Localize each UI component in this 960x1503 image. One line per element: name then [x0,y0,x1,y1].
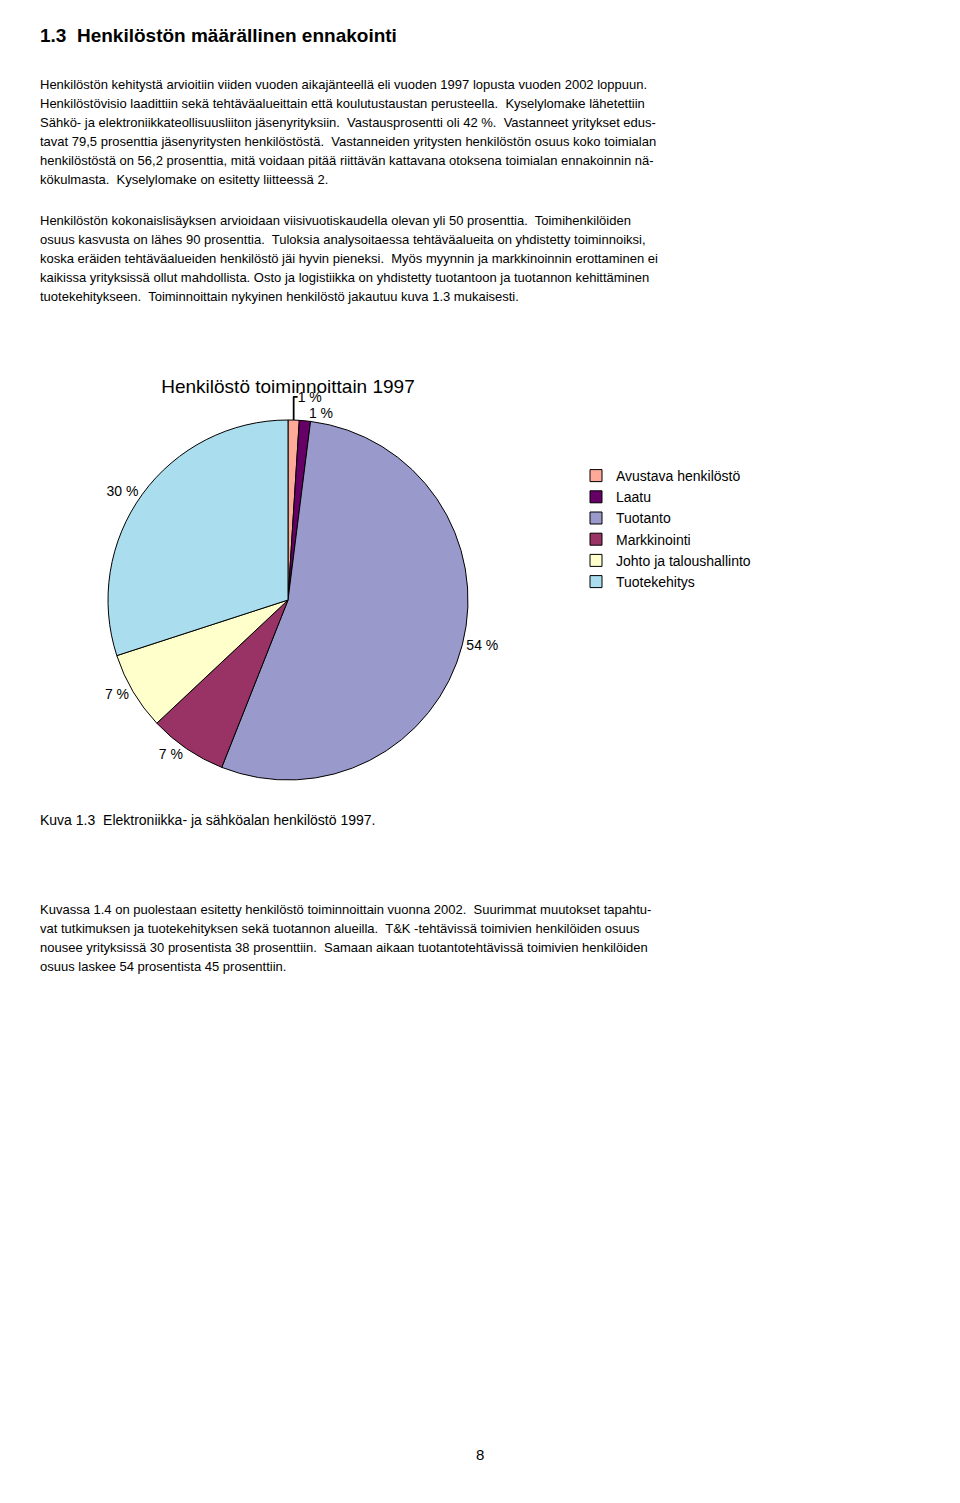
svg-text:Johto ja taloushallinto: Johto ja taloushallinto [616,553,751,569]
svg-text:Henkilöstö toiminnoittain 1997: Henkilöstö toiminnoittain 1997 [161,376,415,397]
svg-text:Avustava henkilöstö: Avustava henkilöstö [616,468,740,484]
svg-text:henkilöstöstä on 56,2 prosentt: henkilöstöstä on 56,2 prosenttia, mitä v… [40,153,654,168]
svg-text:nousee yrityksissä 30 prosenti: nousee yrityksissä 30 prosentista 38 pro… [40,940,648,955]
svg-text:kökulmasta. Kyselylomake on e: kökulmasta. Kyselylomake on esitetty lii… [40,172,328,187]
svg-text:1 %: 1 % [298,389,322,405]
svg-text:Laatu: Laatu [616,489,651,505]
svg-text:7 %: 7 % [105,686,129,702]
svg-text:tuotekehitykseen. Toiminnoitt: tuotekehitykseen. Toiminnoittain nykyine… [40,289,519,304]
svg-text:osuus kasvusta on lähes 90 pro: osuus kasvusta on lähes 90 prosenttia. T… [40,232,646,247]
svg-text:kaikissa yrityksissä ollut mah: kaikissa yrityksissä ollut mahdollista. … [40,270,649,285]
svg-text:Henkilöstön kokonaislisäyksen: Henkilöstön kokonaislisäyksen arvioidaan… [40,213,631,228]
svg-text:tavat 79,5 prosenttia jäsenyri: tavat 79,5 prosenttia jäsenyritysten hen… [40,134,656,149]
svg-text:54 %: 54 % [466,637,498,653]
svg-text:Kuva 1.3 Elektroniikka- ja sä: Kuva 1.3 Elektroniikka- ja sähköalan hen… [40,812,375,828]
svg-text:8: 8 [476,1446,484,1463]
svg-text:Markkinointi: Markkinointi [616,532,691,548]
svg-text:osuus laskee 54 prosentista 45: osuus laskee 54 prosentista 45 prosentti… [40,959,286,974]
svg-text:30 %: 30 % [106,483,138,499]
svg-text:7 %: 7 % [159,746,183,762]
svg-text:Tuotanto: Tuotanto [616,510,671,526]
svg-text:koska eräiden tehtäväalueiden: koska eräiden tehtäväalueiden henkilöstö… [40,251,658,266]
svg-text:Henkilöstövisio laadittiin sek: Henkilöstövisio laadittiin sekä tehtäväa… [40,96,645,111]
svg-text:Tuotekehitys: Tuotekehitys [616,574,695,590]
svg-text:Henkilöstön kehitystä arvioiti: Henkilöstön kehitystä arvioitiin viiden … [40,77,647,92]
svg-text:Kuvassa 1.4 on puolestaan esit: Kuvassa 1.4 on puolestaan esitetty henki… [40,902,651,917]
svg-text:1.3 Henkilöstön määrällinen e: 1.3 Henkilöstön määrällinen ennakointi [40,25,397,46]
svg-text:vat tutkimuksen ja tuotekehity: vat tutkimuksen ja tuotekehityksen sekä … [40,921,640,936]
svg-text:1 %: 1 % [309,405,333,421]
svg-text:Sähkö- ja elektroniikkateollis: Sähkö- ja elektroniikkateollisuusliiton … [40,115,656,130]
